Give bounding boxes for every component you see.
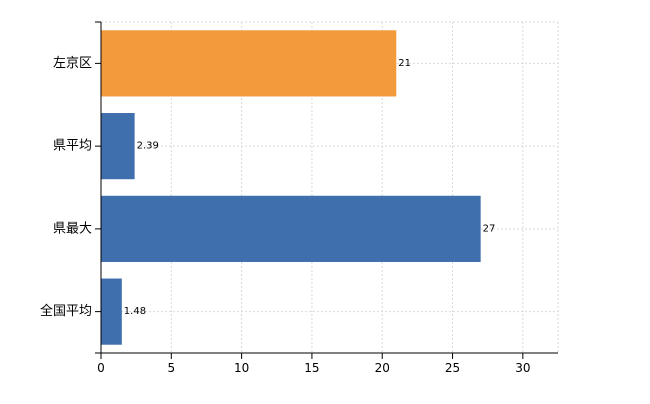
x-tick-label-4: 20 [375,361,390,375]
data-label-2: 2.39 [137,141,159,152]
x-tick-label-1: 5 [167,361,175,375]
bar-2 [101,113,135,180]
bar-4 [101,278,122,345]
data-label-3: 27 [483,223,496,234]
x-tick-label-2: 10 [234,361,249,375]
category-label-1: 左京区 [53,56,92,71]
axes [100,22,558,354]
bars [101,30,481,345]
category-label-2: 県平均 [53,139,92,154]
x-tick-label-5: 25 [445,361,460,375]
x-tick-label-3: 15 [304,361,319,375]
x-tick-label-6: 30 [515,361,530,375]
ticks [95,21,524,359]
data-label-1: 21 [398,58,411,69]
data-label-4: 1.48 [124,306,146,317]
category-label-3: 県最大 [53,221,92,236]
labels: 21 左京区 2.39 県平均 27 県最大 1.48 全国平均 0 5 10 15 20 25 30 [40,56,531,375]
bar-3 [101,195,481,262]
category-label-4: 全国平均 [40,303,92,319]
bar-1 [101,30,397,97]
x-tick-label-0: 0 [97,361,105,375]
